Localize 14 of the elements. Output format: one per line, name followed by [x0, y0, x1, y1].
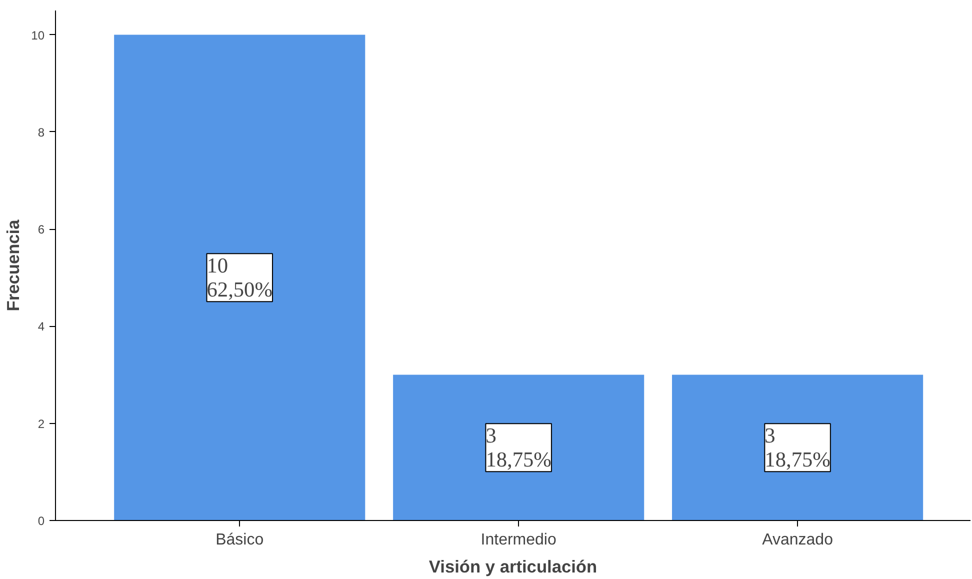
- x-tick-label: Intermedio: [480, 532, 556, 548]
- y-tick-label: 10: [31, 28, 45, 42]
- y-axis-title: Frecuencia: [3, 219, 24, 312]
- y-tick-label: 8: [38, 125, 45, 140]
- y-tick-label: 0: [38, 514, 45, 528]
- x-axis-title: Visión y articulación: [428, 556, 598, 576]
- data-label: 3 18,75%: [764, 424, 831, 472]
- y-tick-label: 4: [38, 320, 45, 334]
- y-tick-label: 2: [38, 416, 45, 431]
- x-tick-label: Básico: [216, 532, 264, 548]
- data-label: 3 18,75%: [486, 424, 552, 472]
- y-tick-label: 6: [38, 222, 45, 237]
- data-label: 10 62,50%: [206, 254, 273, 302]
- x-tick-label: Avanzado: [762, 532, 834, 548]
